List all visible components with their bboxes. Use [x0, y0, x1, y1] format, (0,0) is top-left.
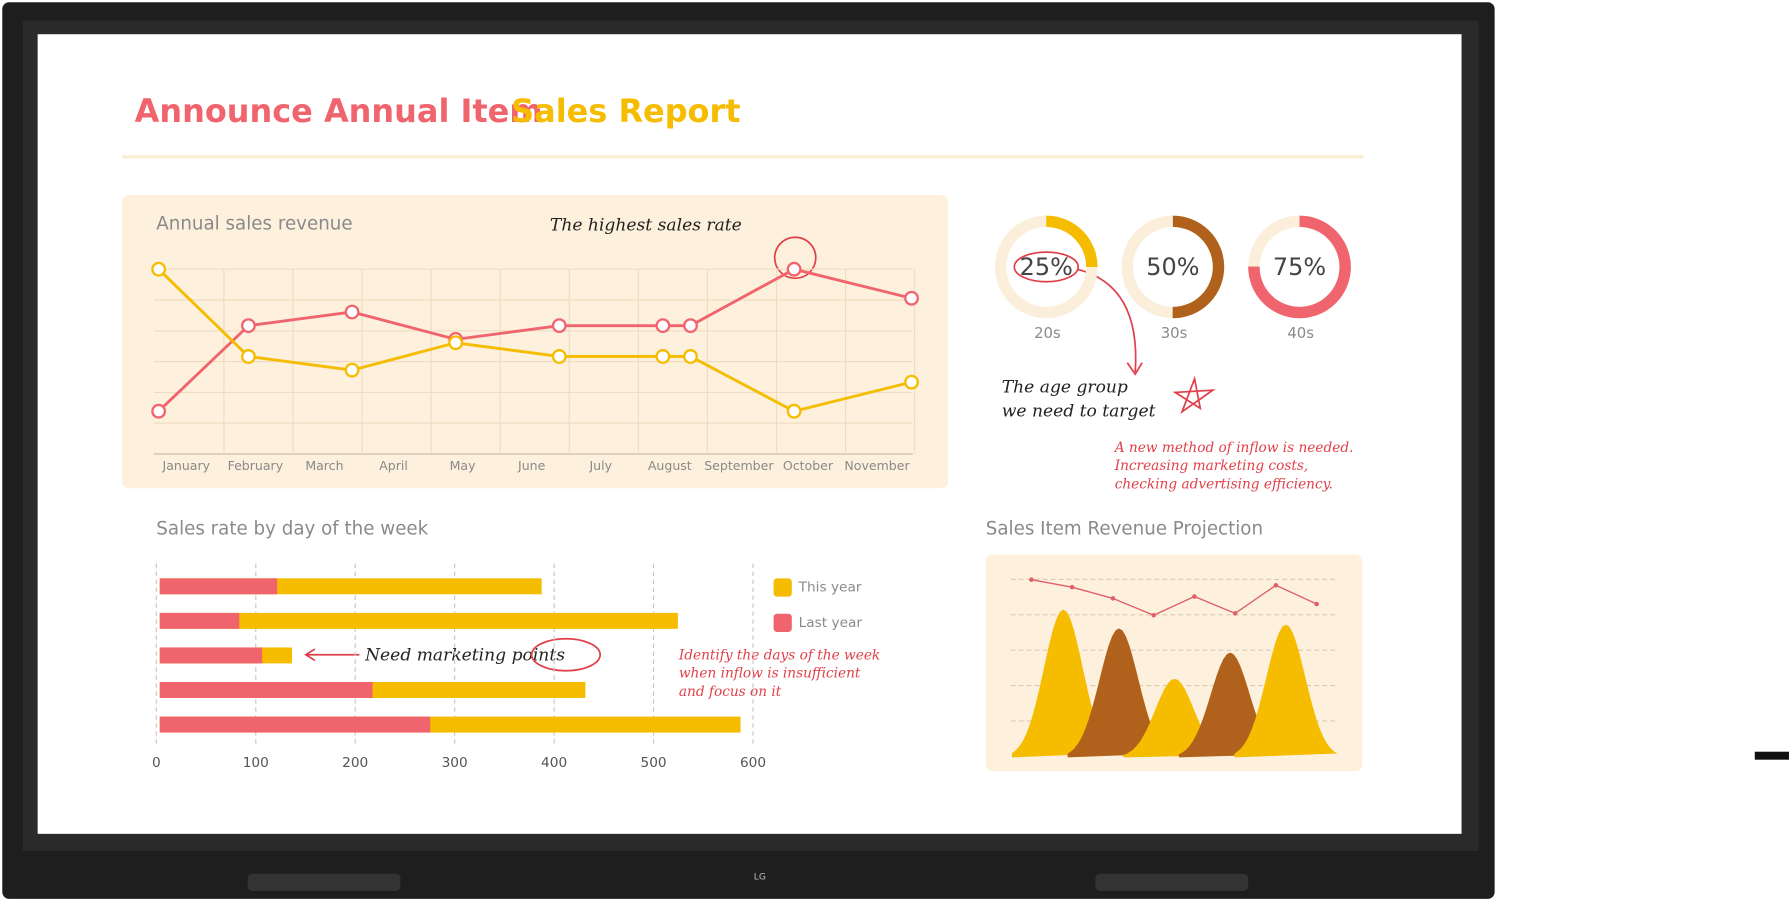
- x-tick-label: January: [162, 458, 211, 473]
- x-tick-label: August: [648, 458, 692, 473]
- chart-title: Sales Item Revenue Projection: [986, 518, 1263, 539]
- bar: [159, 716, 431, 733]
- x-tick-label: March: [305, 458, 343, 473]
- line-point: [241, 349, 256, 364]
- bar: [159, 647, 263, 664]
- line-point: [151, 403, 167, 419]
- annotation: The age group: [1002, 377, 1128, 397]
- annotation-star: [1172, 375, 1216, 415]
- line-point: [448, 335, 464, 351]
- donut-label: 50%: [1146, 253, 1199, 281]
- divider: [122, 155, 1364, 159]
- line-point: [904, 290, 919, 306]
- bar: [159, 612, 240, 629]
- line-point: [1029, 577, 1034, 582]
- annotation-mark: [530, 637, 601, 672]
- x-tick-label: 400: [541, 755, 567, 771]
- brand-logo: LG: [754, 873, 766, 883]
- x-tick-label: May: [450, 458, 476, 473]
- line-point: [241, 318, 256, 334]
- bar: [159, 682, 373, 698]
- x-tick-label: April: [379, 458, 408, 473]
- line-point: [1232, 611, 1238, 616]
- area-peak: [1067, 628, 1171, 758]
- x-tick-label: June: [517, 458, 546, 473]
- x-tick-label: 600: [740, 755, 766, 771]
- line-point: [655, 349, 671, 364]
- donut-category: 20s: [1034, 325, 1061, 342]
- line-point: [1151, 612, 1156, 618]
- x-tick-label: 0: [152, 755, 161, 771]
- x-tick-label: October: [783, 458, 834, 473]
- line-point: [1110, 596, 1116, 601]
- donut-arc: [1248, 215, 1351, 319]
- x-tick-label: November: [844, 458, 910, 473]
- panel: [122, 195, 949, 489]
- annotation: when inflow is insufficient: [679, 666, 861, 682]
- x-tick-label: 100: [243, 755, 269, 771]
- line-point: [683, 318, 698, 334]
- annotation-mark: [773, 236, 817, 280]
- line-point: [786, 261, 802, 277]
- line-point: [1192, 594, 1197, 599]
- legend-label: Last year: [799, 615, 863, 631]
- annotation: checking advertising efficiency.: [1115, 476, 1333, 492]
- x-tick-label: July: [588, 458, 612, 473]
- chart-title: Sales rate by day of the week: [156, 518, 428, 539]
- line-point: [344, 304, 360, 320]
- annotation: Identify the days of the week: [678, 647, 880, 663]
- area-peak: [1234, 624, 1338, 758]
- donut-category: 40s: [1287, 325, 1314, 342]
- legend-label: This year: [798, 579, 862, 595]
- line-point: [1314, 601, 1319, 607]
- title-part: Sales Report: [511, 92, 740, 130]
- speaker: [1095, 873, 1249, 891]
- line-point: [344, 362, 360, 378]
- x-tick-label: 200: [342, 755, 368, 771]
- line-point: [1273, 583, 1279, 588]
- annotation: Need marketing points: [364, 645, 565, 665]
- legend-swatch: [773, 613, 792, 632]
- donut-label: 75%: [1273, 253, 1326, 281]
- line-point: [904, 374, 919, 390]
- donut-arc: [1121, 215, 1225, 319]
- annotation: we need to target: [1002, 401, 1156, 421]
- bar: [159, 612, 678, 629]
- stand-edge: [1754, 751, 1789, 760]
- line-point: [551, 349, 567, 364]
- line-point: [655, 318, 671, 334]
- annotation: The highest sales rate: [550, 215, 742, 235]
- donut-category: 30s: [1161, 325, 1188, 342]
- x-tick-label: 300: [442, 755, 468, 771]
- line-point: [683, 349, 698, 364]
- donut-label: 25%: [1020, 253, 1073, 281]
- x-tick-label: September: [704, 458, 774, 473]
- x-tick-label: 500: [641, 755, 667, 771]
- line-point: [151, 261, 167, 277]
- x-tick-label: February: [228, 458, 284, 473]
- annotation: A new method of inflow is needed.: [1113, 440, 1354, 456]
- line-point: [551, 318, 567, 334]
- line-point: [1069, 584, 1075, 590]
- line-series: [1031, 579, 1317, 616]
- legend-swatch: [773, 578, 792, 597]
- annotation-arrow: [304, 648, 360, 662]
- title-part: Announce Annual Item: [135, 92, 543, 130]
- speaker: [247, 873, 401, 891]
- annotation: Increasing marketing costs,: [1114, 458, 1309, 474]
- chart-title: Annual sales revenue: [156, 214, 352, 235]
- annotation: and focus on it: [679, 684, 782, 700]
- bar: [159, 578, 278, 595]
- line-point: [786, 403, 802, 419]
- annotation-mark: [1013, 251, 1080, 283]
